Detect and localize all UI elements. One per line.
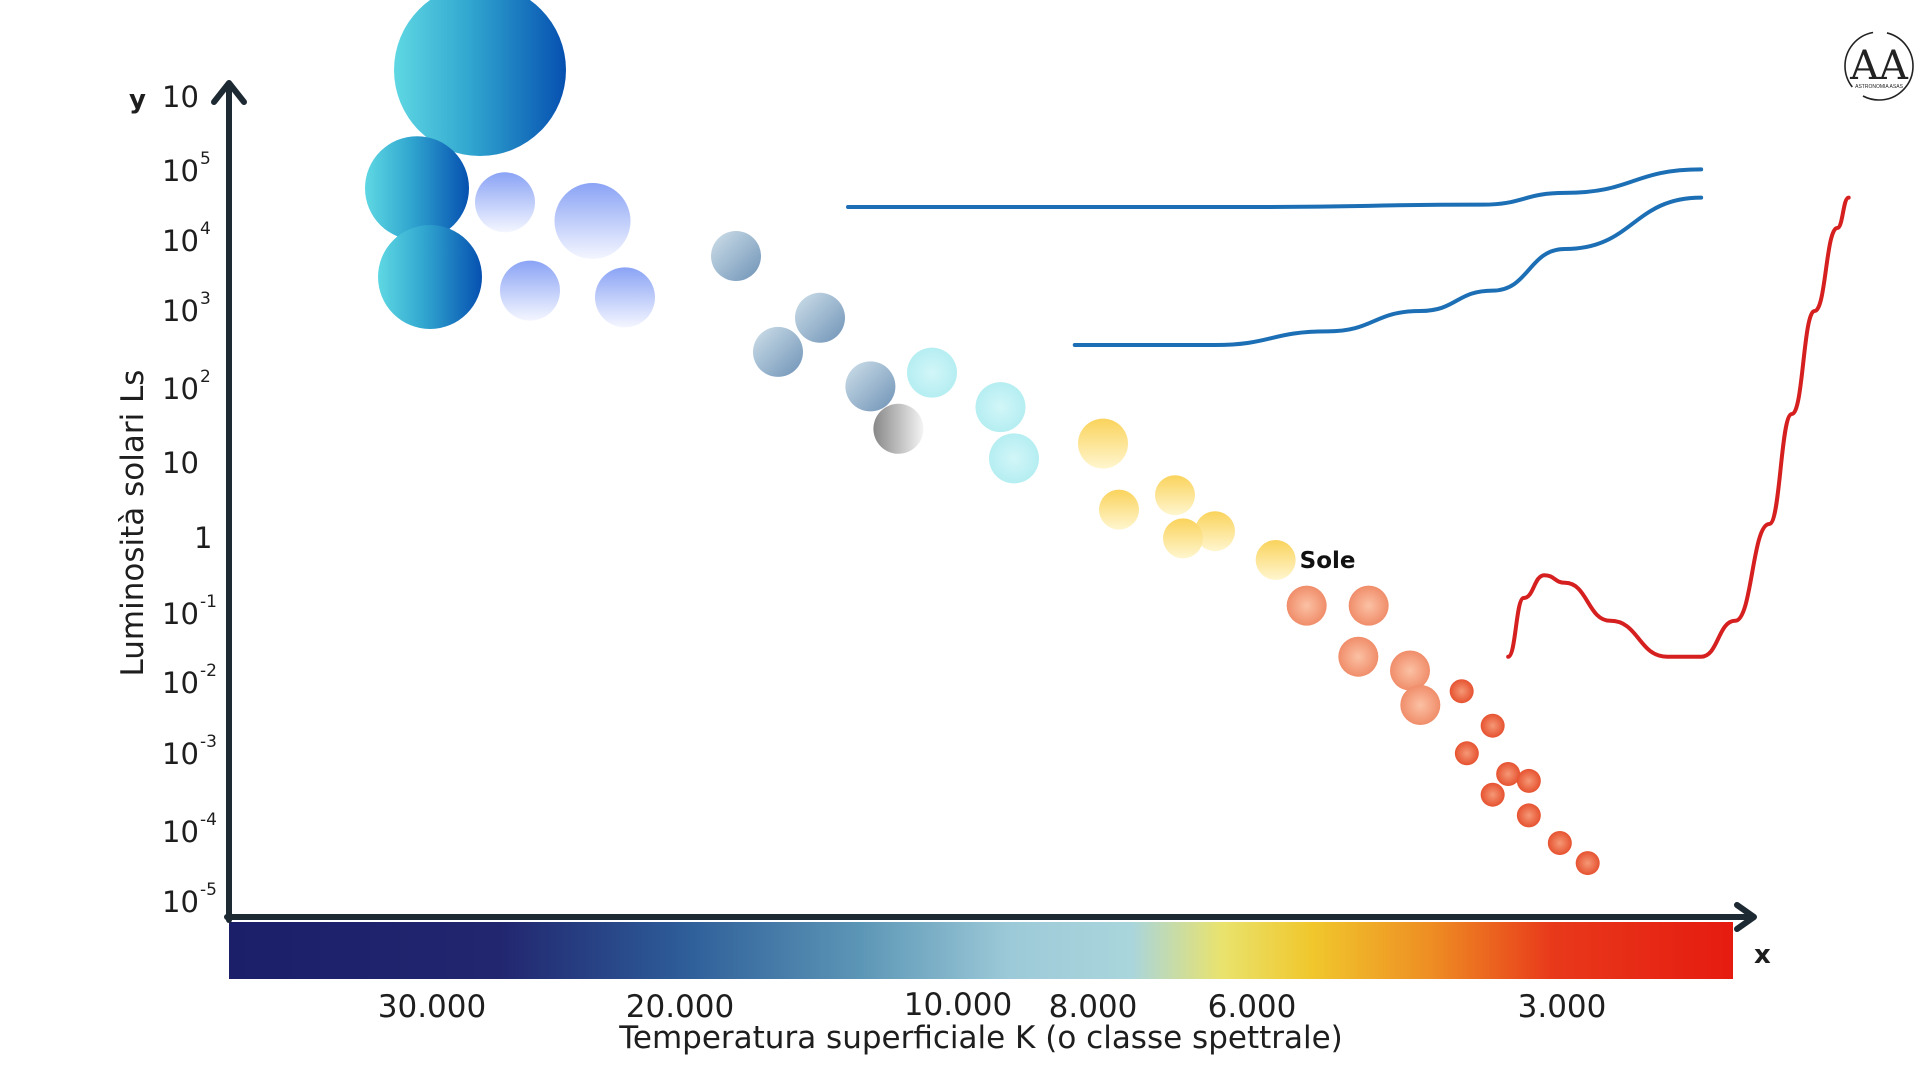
- star-point: [554, 183, 631, 259]
- svg-text:10: 10: [162, 666, 199, 700]
- sun-label: Sole: [1300, 548, 1356, 574]
- svg-text:10: 10: [162, 372, 199, 406]
- y-tick-exponent: 4: [200, 219, 211, 239]
- star-point: [1496, 762, 1521, 786]
- star-point: [1575, 851, 1600, 876]
- star-point: [1547, 831, 1572, 855]
- x-axis-title: Temperatura superficiale K (o classe spe…: [618, 1020, 1343, 1056]
- y-tick-label: 1: [194, 521, 212, 555]
- star-point: [1195, 511, 1235, 552]
- star-point: [753, 326, 803, 377]
- y-tick-label: 10 -5: [162, 880, 217, 919]
- y-tick-label: 10 -1: [162, 592, 217, 631]
- svg-text:10: 10: [162, 885, 199, 919]
- y-tick-exponent: -1: [200, 592, 217, 612]
- svg-text:10: 10: [162, 80, 199, 114]
- y-tick-exponent: 5: [200, 149, 211, 169]
- x-axis: [224, 902, 1757, 932]
- star-point: [1390, 650, 1430, 691]
- star-point: [595, 267, 655, 328]
- y-tick-label: 10: [162, 80, 199, 114]
- logo-caption: ASTRONOMIA ASAS: [1855, 84, 1903, 90]
- star-point: [1286, 585, 1327, 626]
- y-tick-label: 10 -3: [162, 732, 217, 771]
- x-tick-label: 8.000: [1049, 989, 1138, 1025]
- star-point: [1454, 741, 1479, 766]
- star-point: [1155, 475, 1195, 516]
- y-axis-title: Luminosità solari Ls: [115, 370, 151, 677]
- y-tick-label: 10 3: [162, 289, 211, 328]
- star-point: [975, 382, 1026, 433]
- y-tick-exponent: 2: [200, 367, 211, 387]
- star-point: [1338, 636, 1379, 677]
- y-tick-exponent: -3: [200, 732, 217, 752]
- y-tick-label: 10 -2: [162, 661, 217, 700]
- star-point: [1516, 768, 1541, 793]
- star-point: [1516, 803, 1541, 828]
- svg-text:10: 10: [162, 154, 199, 188]
- x-tick-label: 30.000: [378, 989, 486, 1025]
- y-tick-exponent: -5: [200, 880, 217, 900]
- star-point: [1480, 782, 1505, 807]
- temperature-colorbar: [229, 922, 1733, 979]
- annotations: Sole: [1300, 548, 1356, 574]
- y-tick-exponent: 3: [200, 289, 211, 309]
- y-tick-exponent: -2: [200, 661, 217, 681]
- svg-text:10: 10: [162, 597, 199, 631]
- star-point: [1255, 540, 1296, 580]
- astronomia-logo: AA ASTRONOMIA ASAS: [1844, 31, 1914, 101]
- star-point: [845, 361, 896, 412]
- evolution-track-line: [1072, 195, 1704, 348]
- star-point: [500, 260, 560, 321]
- evolution-track-line: [1506, 195, 1851, 659]
- star-point: [1078, 418, 1128, 469]
- evolution-tracks: [846, 167, 1851, 659]
- y-tick-label: 10: [162, 446, 199, 480]
- star-point: [907, 347, 957, 398]
- y-tick-label: 10 5: [162, 149, 211, 188]
- x-tick-label: 20.000: [626, 989, 734, 1025]
- x-axis-letter: x: [1754, 940, 1771, 970]
- star-point: [1480, 713, 1505, 738]
- star-point: [711, 231, 761, 281]
- svg-text:10: 10: [162, 815, 199, 849]
- star-point: [1099, 489, 1139, 530]
- y-tick-label: 10 4: [162, 219, 211, 258]
- y-tick-label: 10 -4: [162, 810, 217, 849]
- star-point: [989, 433, 1039, 484]
- x-tick-label: 3.000: [1518, 989, 1607, 1025]
- svg-text:10: 10: [162, 294, 199, 328]
- evolution-track-line: [846, 167, 1704, 210]
- star-points: [365, 0, 1600, 876]
- x-tick-label: 6.000: [1208, 989, 1297, 1025]
- x-tick-labels: 30.000 20.000 10.000 8.000 6.000 3.000: [378, 987, 1607, 1025]
- star-point: [475, 172, 535, 233]
- svg-text:10: 10: [162, 446, 199, 480]
- star-point: [1348, 585, 1389, 626]
- star-point: [378, 225, 482, 329]
- x-tick-label: 10.000: [904, 987, 1012, 1023]
- star-point: [873, 403, 924, 454]
- star-point: [1449, 679, 1474, 704]
- y-tick-label: 10 2: [162, 367, 211, 406]
- y-axis: [211, 80, 247, 923]
- svg-text:1: 1: [194, 521, 212, 555]
- star-point: [1400, 685, 1441, 725]
- star-point: [394, 0, 566, 156]
- svg-text:10: 10: [162, 224, 199, 258]
- star-point: [1163, 518, 1203, 559]
- star-point: [795, 292, 845, 343]
- logo-letters: AA: [1849, 43, 1909, 89]
- svg-text:10: 10: [162, 737, 199, 771]
- y-tick-exponent: -4: [200, 810, 217, 830]
- y-axis-letter: y: [129, 85, 146, 115]
- star-point: [365, 136, 469, 241]
